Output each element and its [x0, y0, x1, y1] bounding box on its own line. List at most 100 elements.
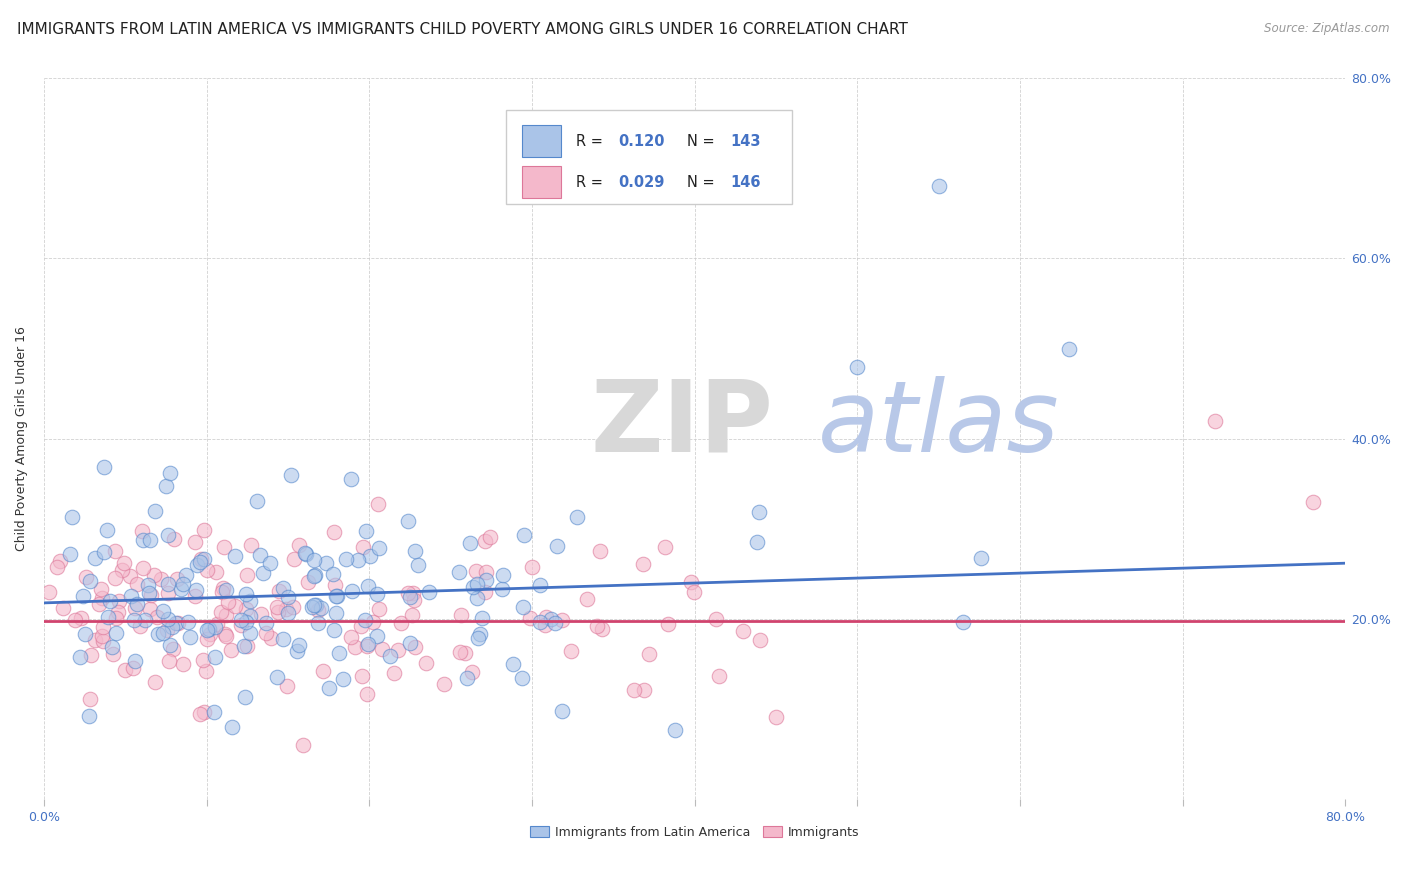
Point — [108, 594, 131, 608]
Point — [84, 632, 107, 647]
Point — [510, 671, 533, 685]
Point — [560, 644, 582, 658]
Point — [198, 627, 221, 641]
Point — [478, 531, 501, 545]
Point — [277, 607, 299, 621]
Point — [491, 582, 513, 596]
Point — [465, 564, 488, 578]
Point — [343, 640, 366, 655]
Point — [399, 636, 422, 650]
Point — [170, 582, 193, 597]
Point — [731, 624, 754, 638]
Point — [325, 589, 347, 603]
Point — [405, 640, 427, 654]
Point — [63, 613, 86, 627]
Point — [202, 706, 225, 720]
Text: 0.120: 0.120 — [617, 134, 665, 149]
Point — [522, 559, 544, 574]
Point — [465, 591, 488, 605]
Point — [288, 538, 311, 552]
Point — [354, 613, 377, 627]
Point — [322, 524, 344, 539]
Point — [401, 585, 423, 599]
Point — [449, 565, 471, 579]
Point — [368, 541, 391, 556]
Point — [193, 705, 215, 719]
FancyBboxPatch shape — [506, 111, 793, 204]
FancyBboxPatch shape — [522, 125, 561, 157]
Point — [104, 571, 127, 585]
Point — [91, 591, 114, 606]
Point — [139, 588, 162, 602]
Point — [101, 647, 124, 661]
Point — [468, 626, 491, 640]
Point — [239, 608, 262, 623]
Point — [107, 605, 129, 619]
Point — [307, 615, 329, 630]
Point — [204, 566, 226, 580]
Point — [219, 643, 242, 657]
Point — [266, 599, 288, 614]
Point — [233, 690, 256, 705]
Point — [366, 629, 388, 643]
Point — [454, 646, 477, 660]
Point — [952, 615, 974, 629]
Point — [633, 683, 655, 698]
Point — [250, 607, 273, 621]
Point — [271, 582, 294, 596]
Point — [155, 479, 177, 493]
Point — [540, 612, 562, 626]
Point — [150, 572, 173, 586]
Point — [631, 557, 654, 571]
Point — [402, 593, 425, 607]
Point — [212, 582, 235, 596]
Point — [159, 466, 181, 480]
Point — [465, 576, 488, 591]
Point — [221, 720, 243, 734]
Point — [401, 607, 423, 622]
Point — [239, 594, 262, 608]
Point — [157, 586, 180, 600]
Point — [157, 612, 180, 626]
Point — [512, 599, 534, 614]
Point — [846, 359, 869, 374]
Point — [93, 620, 115, 634]
Point — [193, 552, 215, 566]
Point — [214, 627, 236, 641]
Point — [131, 561, 153, 575]
Point — [970, 551, 993, 566]
Point — [215, 607, 238, 622]
Point — [536, 609, 558, 624]
Point — [276, 679, 298, 693]
Point — [277, 590, 299, 604]
Point — [97, 610, 120, 624]
Point — [79, 574, 101, 589]
Point — [354, 524, 377, 538]
Point — [127, 597, 149, 611]
Point — [239, 626, 262, 640]
Point — [292, 738, 315, 752]
Point — [146, 610, 169, 624]
Point — [928, 179, 950, 194]
Point — [456, 671, 478, 685]
Point — [575, 591, 598, 606]
Point — [352, 540, 374, 554]
Point — [252, 566, 274, 580]
Point — [551, 704, 574, 718]
Point — [96, 523, 118, 537]
Point — [304, 567, 326, 582]
Point — [280, 468, 302, 483]
Point — [73, 627, 96, 641]
Point — [204, 650, 226, 665]
Point — [706, 611, 728, 625]
Point — [322, 623, 344, 637]
Point — [254, 616, 277, 631]
Point — [294, 546, 316, 560]
Point — [156, 623, 179, 637]
Point — [382, 666, 405, 681]
Point — [359, 549, 381, 563]
Point — [389, 616, 412, 631]
Point — [214, 541, 236, 555]
Point — [748, 505, 770, 519]
Point — [301, 599, 323, 614]
